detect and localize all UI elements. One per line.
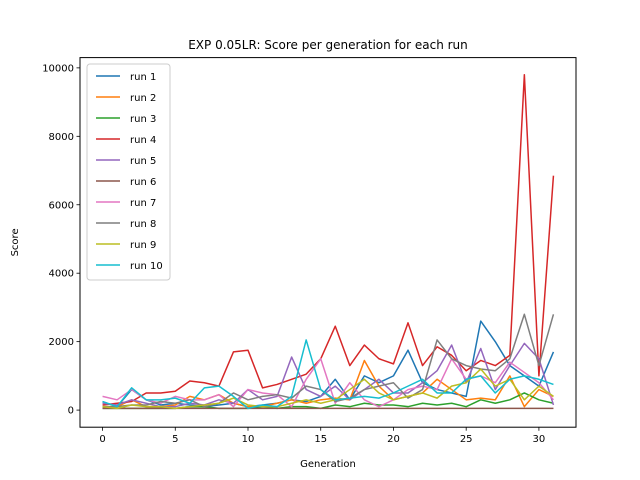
y-tick-label: 0: [68, 406, 74, 417]
legend-label-run-1: run 1: [130, 72, 156, 83]
legend-label-run-8: run 8: [130, 219, 156, 230]
y-tick-label: 2000: [49, 337, 74, 348]
x-tick-label: 25: [460, 434, 473, 445]
legend-label-run-7: run 7: [130, 198, 156, 209]
series-line-run-9: [102, 368, 554, 410]
y-tick-label: 4000: [49, 269, 74, 280]
y-tick-label: 8000: [49, 132, 74, 143]
x-tick-label: 15: [314, 434, 327, 445]
y-axis-label: Score: [10, 228, 21, 256]
x-tick-label: 10: [242, 434, 255, 445]
series-line-run-5: [102, 342, 555, 408]
y-tick-label: 6000: [49, 200, 74, 211]
x-tick-label: 5: [172, 434, 178, 445]
x-axis-label: Generation: [300, 459, 356, 470]
chart-title: EXP 0.05LR: Score per generation for eac…: [188, 38, 468, 52]
legend-label-run-5: run 5: [130, 156, 156, 167]
x-tick-label: 0: [99, 434, 105, 445]
series-line-run-2: [102, 359, 554, 408]
y-tick-label: 10000: [42, 63, 74, 74]
x-tick-label: 20: [387, 434, 400, 445]
series-layer: [102, 73, 555, 410]
legend-label-run-3: run 3: [130, 114, 156, 125]
legend-label-run-2: run 2: [130, 93, 156, 104]
legend: run 1 run 2 run 3 run 4 run 5 run 6 run 7 run 8…: [86, 63, 171, 281]
series-line-run-4: [102, 73, 555, 406]
series-line-run-10: [102, 339, 554, 410]
plot-frame: [79, 57, 577, 428]
legend-label-run-4: run 4: [130, 135, 156, 146]
y-axis: 0 2000 4000 6000 8000 10000: [42, 63, 80, 417]
x-axis: 0 5 10 15 20 25 30: [99, 427, 545, 445]
legend-label-run-10: run 10: [130, 261, 163, 272]
legend-label-run-9: run 9: [130, 240, 156, 251]
legend-label-run-6: run 6: [130, 177, 156, 188]
x-tick-label: 30: [533, 434, 546, 445]
